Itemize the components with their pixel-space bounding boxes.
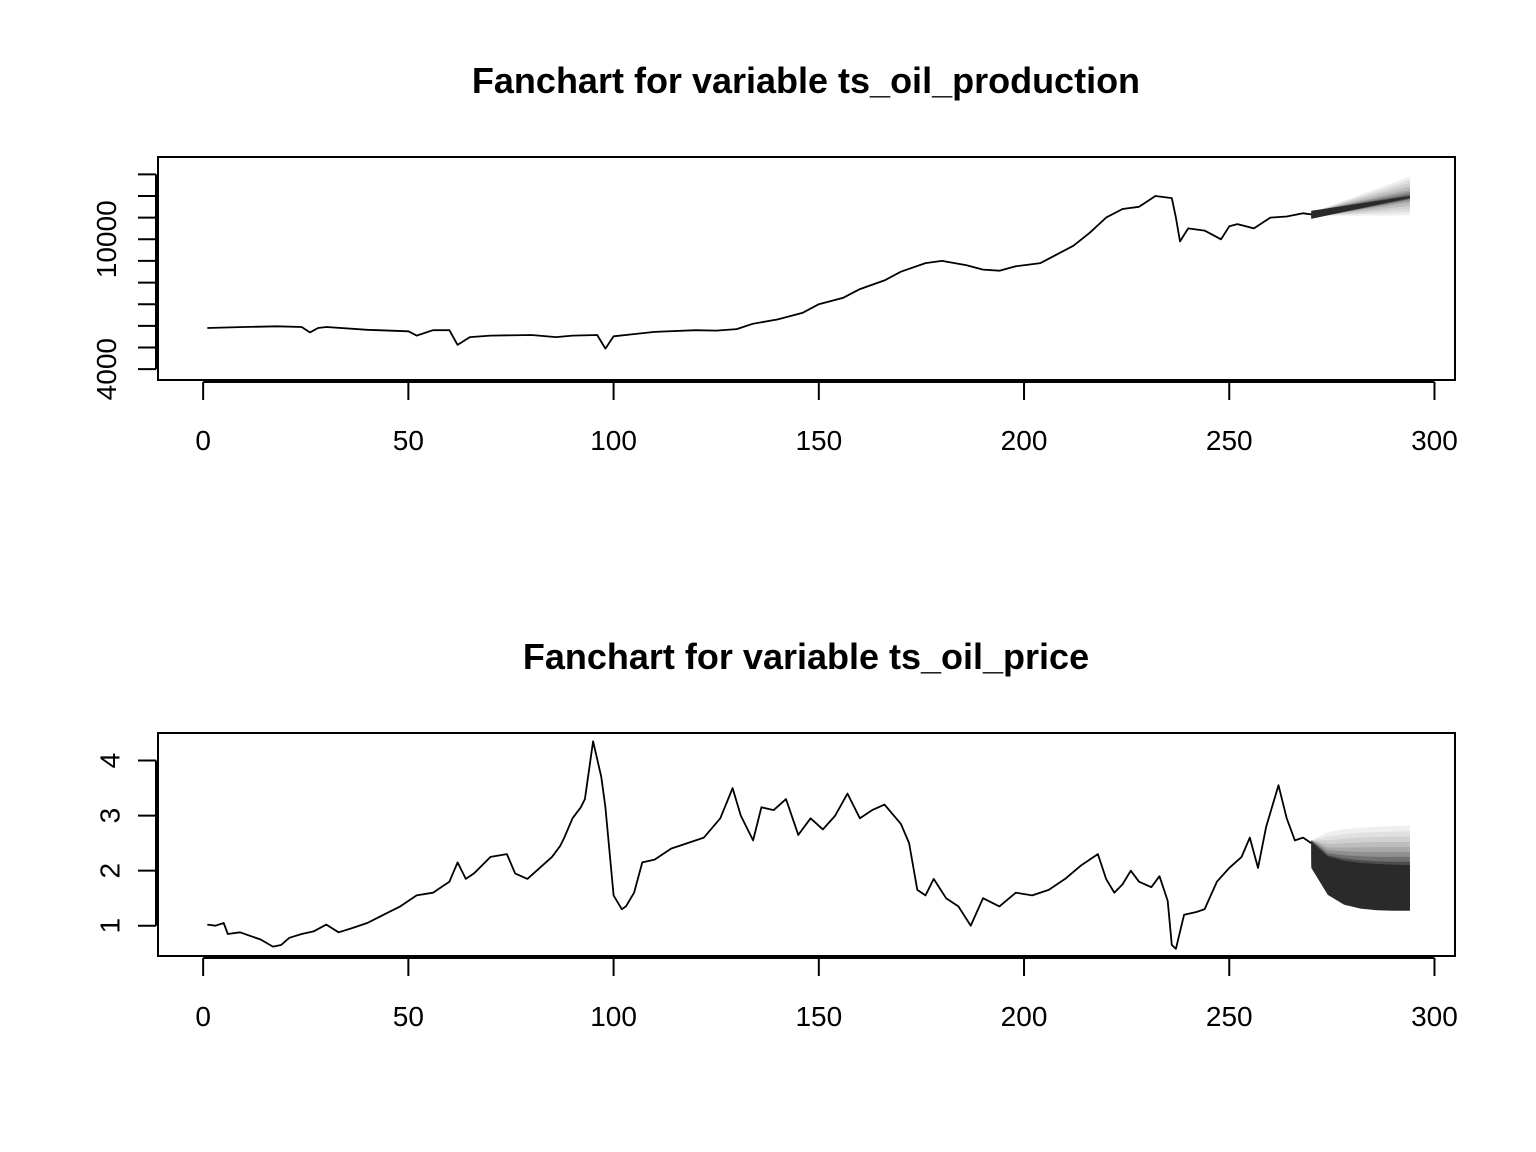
production-x-tick-label: 300 bbox=[1411, 425, 1458, 456]
production-y-axis: 4000 10000 bbox=[91, 173, 157, 400]
price-x-tick-label: 50 bbox=[393, 1001, 424, 1032]
production-fan-band-8 bbox=[1311, 196, 1410, 219]
production-x-tick-label: 150 bbox=[795, 425, 842, 456]
production-x-tick-label: 50 bbox=[393, 425, 424, 456]
price-x-axis: 0 50 100 150 200 250 300 bbox=[195, 957, 1458, 1032]
price-x-tick-label: 200 bbox=[1001, 1001, 1048, 1032]
production-series-line-0 bbox=[207, 195, 1312, 350]
production-plot-frame bbox=[157, 156, 1456, 381]
price-title: Fanchart for variable ts_oil_price bbox=[523, 636, 1089, 677]
price-fan bbox=[1311, 825, 1410, 911]
production-y-tick-label: 4000 bbox=[91, 338, 122, 400]
price-plot-frame bbox=[157, 732, 1456, 957]
price-y-tick-label: 2 bbox=[95, 863, 126, 879]
price-y-tick-label: 1 bbox=[95, 918, 126, 934]
price-y-tick-label: 3 bbox=[95, 808, 126, 824]
price-panel: Fanchart for variable ts_oil_price 0 50 10… bbox=[95, 636, 1458, 1032]
production-title: Fanchart for variable ts_oil_production bbox=[472, 60, 1140, 101]
production-fan bbox=[1311, 176, 1410, 219]
production-x-tick-label: 200 bbox=[1001, 425, 1048, 456]
price-x-tick-label: 150 bbox=[795, 1001, 842, 1032]
price-x-tick-label: 100 bbox=[590, 1001, 637, 1032]
production-x-tick-label: 250 bbox=[1206, 425, 1253, 456]
production-series bbox=[207, 195, 1312, 350]
price-x-tick-label: 300 bbox=[1411, 1001, 1458, 1032]
price-series-line-0 bbox=[207, 740, 1312, 950]
production-x-axis: 0 50 100 150 200 250 300 bbox=[195, 381, 1458, 456]
price-series bbox=[207, 740, 1312, 950]
price-fan-band-8 bbox=[1311, 842, 1410, 911]
price-x-tick-label: 250 bbox=[1206, 1001, 1253, 1032]
price-x-tick-label: 0 bbox=[195, 1001, 211, 1032]
production-x-tick-label: 100 bbox=[590, 425, 637, 456]
price-y-tick-label: 4 bbox=[95, 753, 126, 769]
production-panel: Fanchart for variable ts_oil_production … bbox=[91, 60, 1458, 456]
price-y-axis: 1 2 3 4 bbox=[95, 753, 157, 934]
production-x-tick-label: 0 bbox=[195, 425, 211, 456]
production-y-tick-label: 10000 bbox=[91, 200, 122, 278]
